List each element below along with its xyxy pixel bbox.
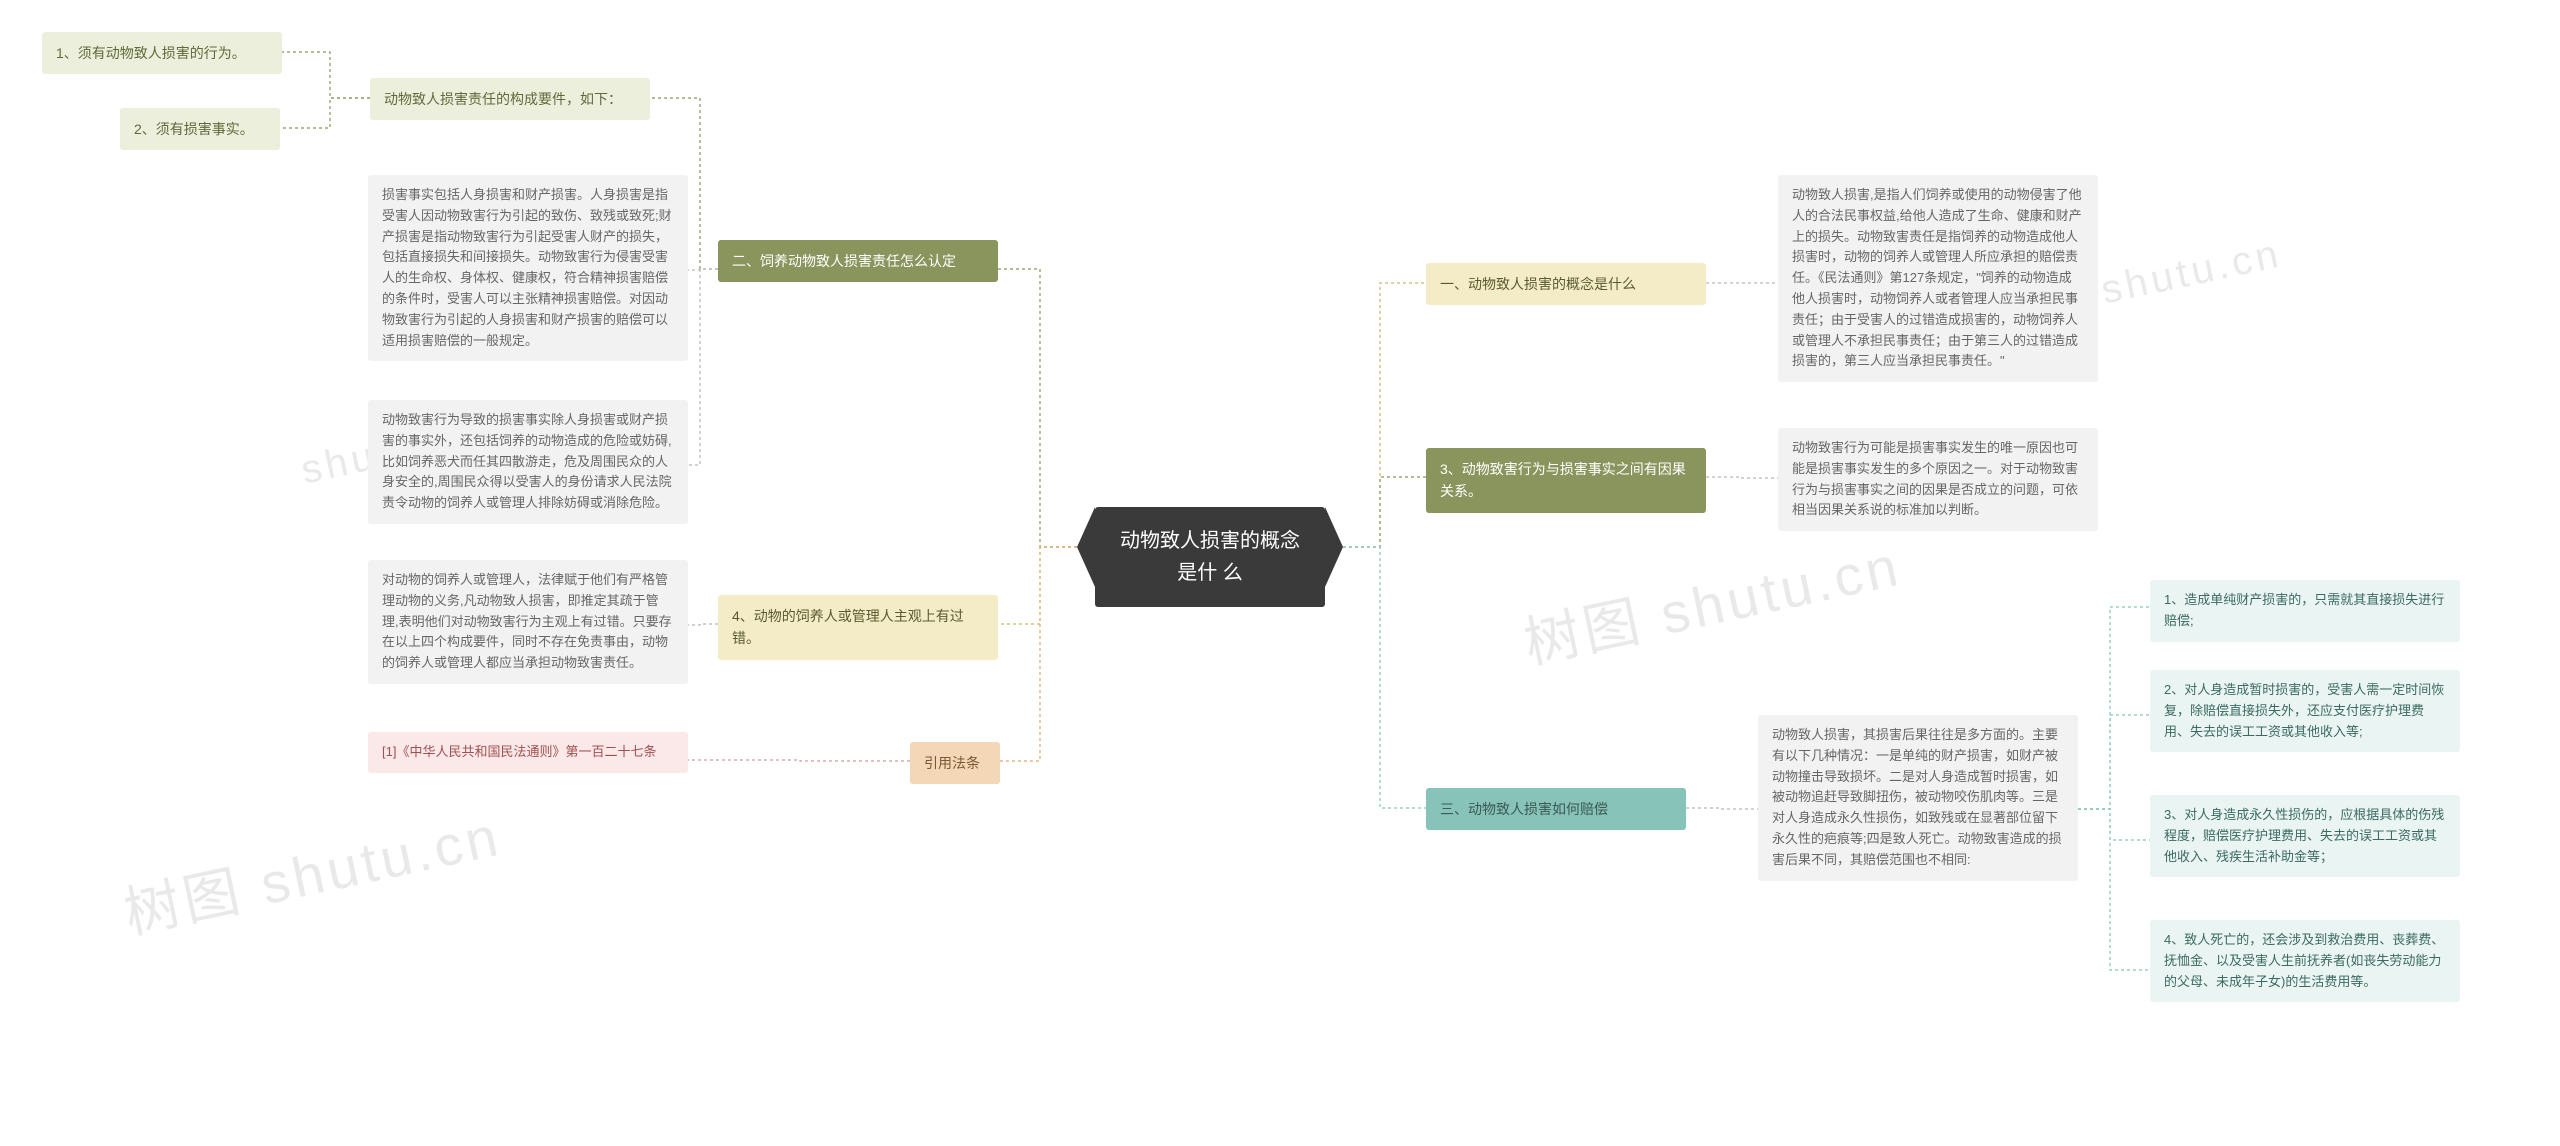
leaf-r3-4-text: 4、致人死亡的，还会涉及到救治费用、丧葬费、抚恤金、以及受害人生前抚养者(如丧失…	[2164, 932, 2444, 989]
root-label: 动物致人损害的概念是什 么	[1120, 530, 1300, 584]
branch-l2: 4、动物的饲养人或管理人主观上有过错。	[718, 595, 998, 660]
detail-l1c-text: 动物致害行为导致的损害事实除人身损害或财产损害的事实外，还包括饲养的动物造成的危…	[382, 412, 672, 510]
branch-r3-label: 三、动物致人损害如何赔偿	[1440, 801, 1608, 817]
detail-l1b: 损害事实包括人身损害和财产损害。人身损害是指受害人因动物致害行为引起的致伤、致残…	[368, 175, 688, 361]
detail-r3: 动物致人损害，其损害后果往往是多方面的。主要有以下几种情况：一是单纯的财产损害，…	[1758, 715, 2078, 881]
branch-r2: 3、动物致害行为与损害事实之间有因果关系。	[1426, 448, 1706, 513]
branch-l1: 二、饲养动物致人损害责任怎么认定	[718, 240, 998, 282]
detail-r2: 动物致害行为可能是损害事实发生的唯一原因也可能是损害事实发生的多个原因之一。对于…	[1778, 428, 2098, 531]
branch-l3-label: 引用法条	[924, 755, 980, 771]
leaf-r3-4: 4、致人死亡的，还会涉及到救治费用、丧葬费、抚恤金、以及受害人生前抚养者(如丧失…	[2150, 920, 2460, 1002]
leaf-l1a1: 1、须有动物致人损害的行为。	[42, 32, 282, 74]
detail-r1-text: 动物致人损害,是指人们饲养或使用的动物侵害了他人的合法民事权益,给他人造成了生命…	[1792, 187, 2082, 368]
detail-r1: 动物致人损害,是指人们饲养或使用的动物侵害了他人的合法民事权益,给他人造成了生命…	[1778, 175, 2098, 382]
detail-l1c: 动物致害行为导致的损害事实除人身损害或财产损害的事实外，还包括饲养的动物造成的危…	[368, 400, 688, 524]
branch-l1-label: 二、饲养动物致人损害责任怎么认定	[732, 253, 956, 269]
branch-r3: 三、动物致人损害如何赔偿	[1426, 788, 1686, 830]
leaf-r3-1-text: 1、造成单纯财产损害的，只需就其直接损失进行赔偿;	[2164, 592, 2444, 628]
leaf-r3-1: 1、造成单纯财产损害的，只需就其直接损失进行赔偿;	[2150, 580, 2460, 642]
sub-l1a: 动物致人损害责任的构成要件，如下：	[370, 78, 650, 120]
detail-r3-text: 动物致人损害，其损害后果往往是多方面的。主要有以下几种情况：一是单纯的财产损害，…	[1772, 727, 2062, 867]
branch-r1: 一、动物致人损害的概念是什么	[1426, 263, 1706, 305]
leaf-r3-3-text: 3、对人身造成永久性损伤的，应根据具体的伤残程度，赔偿医疗护理费用、失去的误工工…	[2164, 807, 2444, 864]
leaf-r3-2: 2、对人身造成暂时损害的，受害人需一定时间恢复，除赔偿直接损失外，还应支付医疗护…	[2150, 670, 2460, 752]
branch-l3: 引用法条	[910, 742, 1000, 784]
root-node: 动物致人损害的概念是什 么	[1095, 507, 1325, 607]
branch-r1-label: 一、动物致人损害的概念是什么	[1440, 276, 1636, 292]
detail-l2-text: 对动物的饲养人或管理人，法律赋于他们有严格管理动物的义务,凡动物致人损害，即推定…	[382, 572, 672, 670]
detail-l3: [1]《中华人民共和国民法通则》第一百二十七条	[368, 732, 688, 773]
detail-l1b-text: 损害事实包括人身损害和财产损害。人身损害是指受害人因动物致害行为引起的致伤、致残…	[382, 187, 672, 348]
leaf-r3-2-text: 2、对人身造成暂时损害的，受害人需一定时间恢复，除赔偿直接损失外，还应支付医疗护…	[2164, 682, 2444, 739]
leaf-r3-3: 3、对人身造成永久性损伤的，应根据具体的伤残程度，赔偿医疗护理费用、失去的误工工…	[2150, 795, 2460, 877]
branch-l2-label: 4、动物的饲养人或管理人主观上有过错。	[732, 608, 964, 646]
detail-l2: 对动物的饲养人或管理人，法律赋于他们有严格管理动物的义务,凡动物致人损害，即推定…	[368, 560, 688, 684]
leaf-l1a2-text: 2、须有损害事实。	[134, 121, 254, 137]
detail-r2-text: 动物致害行为可能是损害事实发生的唯一原因也可能是损害事实发生的多个原因之一。对于…	[1792, 440, 2078, 517]
leaf-l1a1-text: 1、须有动物致人损害的行为。	[56, 45, 246, 61]
watermark: 树图 shutu.cn	[1516, 521, 1908, 680]
leaf-l1a2: 2、须有损害事实。	[120, 108, 280, 150]
watermark: 树图 shutu.cn	[116, 791, 508, 950]
branch-r2-label: 3、动物致害行为与损害事实之间有因果关系。	[1440, 461, 1686, 499]
detail-l3-text: [1]《中华人民共和国民法通则》第一百二十七条	[382, 744, 656, 759]
sub-l1a-label: 动物致人损害责任的构成要件，如下：	[384, 91, 622, 107]
watermark: shutu.cn	[2097, 231, 2286, 313]
